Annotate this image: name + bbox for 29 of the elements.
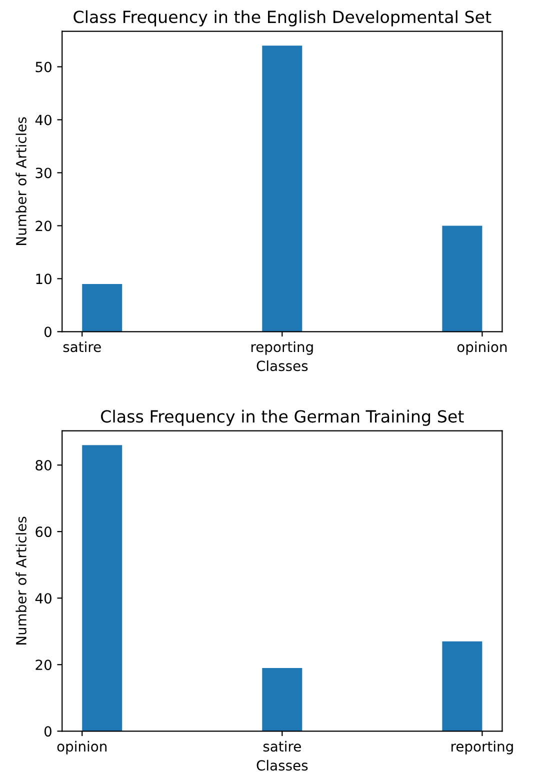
y-tick-label: 10	[36, 274, 52, 284]
bar	[262, 46, 302, 332]
y-tick-label: 0	[44, 726, 52, 737]
y-tick-label: 40	[35, 114, 52, 126]
y-axis-title: Number of Articles	[16, 516, 26, 645]
x-tick-label: satire	[263, 740, 301, 752]
x-tick-label: reporting	[452, 740, 513, 754]
y-tick-label: 50	[36, 62, 52, 72]
x-tick-label: satire	[63, 341, 101, 352]
bar	[442, 641, 482, 732]
y-tick-label: 40	[35, 593, 52, 604]
y-tick-label: 0	[44, 326, 52, 338]
bar	[82, 284, 122, 332]
y-tick-label: 30	[36, 168, 52, 178]
chart-title: Class Frequency in the English Developmental Set	[74, 10, 492, 26]
x-tick-label: opinion	[57, 740, 106, 754]
bar	[82, 445, 122, 732]
y-tick-label: 20	[36, 660, 52, 670]
y-tick-label: 60	[36, 526, 52, 538]
y-axis-title: Number of Articles	[16, 117, 26, 246]
x-axis-title: Classes	[256, 760, 308, 771]
y-tick-label: 20	[36, 220, 52, 232]
x-tick-label: reporting	[251, 341, 313, 355]
bar	[262, 668, 302, 732]
chart-title: Class Frequency in the German Training Set	[101, 410, 464, 426]
x-tick-label: opinion	[457, 341, 507, 355]
x-axis-title: Classes	[256, 360, 308, 372]
bar	[442, 226, 482, 332]
y-tick-label: 80	[36, 460, 52, 471]
